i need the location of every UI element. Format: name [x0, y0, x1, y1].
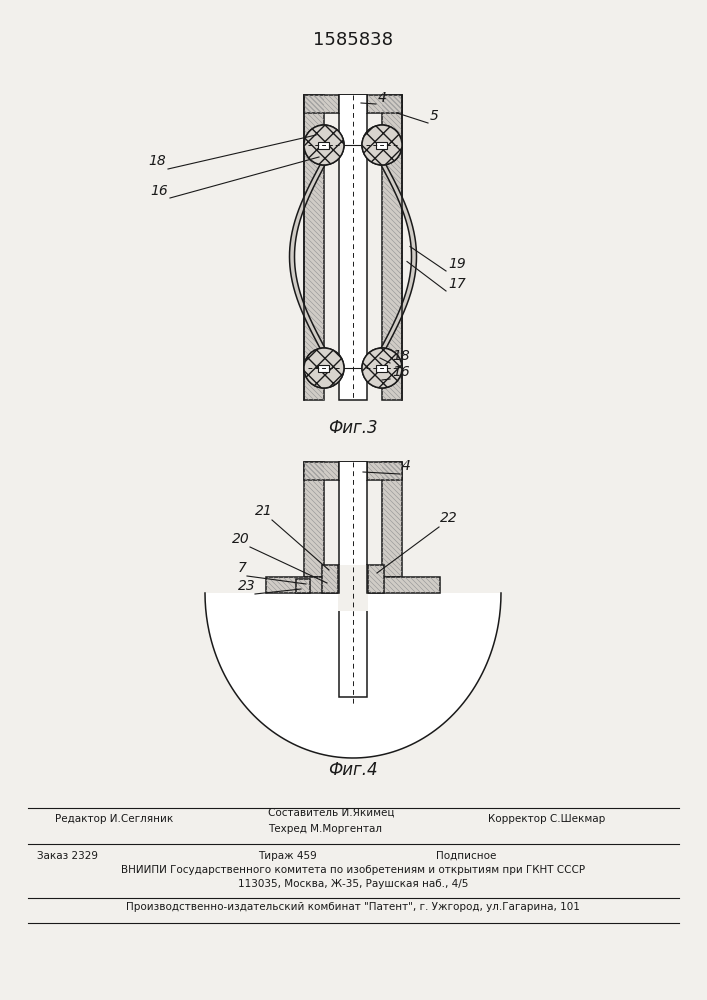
Text: 19: 19: [448, 257, 466, 271]
Bar: [339, 95, 367, 113]
Text: 16: 16: [392, 365, 410, 379]
Text: 1585838: 1585838: [313, 31, 393, 49]
Circle shape: [362, 125, 402, 165]
Text: Фиг.4: Фиг.4: [328, 761, 378, 779]
Circle shape: [362, 348, 402, 388]
Bar: [338, 565, 368, 611]
Text: 23: 23: [238, 579, 256, 593]
Text: Тираж 459: Тираж 459: [258, 851, 317, 861]
Text: Корректор С.Шекмар: Корректор С.Шекмар: [488, 814, 605, 824]
Bar: [304, 95, 324, 400]
Bar: [304, 462, 324, 577]
Text: Производственно-издательский комбинат "Патент", г. Ужгород, ул.Гагарина, 101: Производственно-издательский комбинат "П…: [126, 902, 580, 912]
Circle shape: [304, 125, 344, 165]
Text: 113035, Москва, Ж-35, Раушская наб., 4/5: 113035, Москва, Ж-35, Раушская наб., 4/5: [238, 879, 468, 889]
Bar: [382, 95, 402, 400]
Text: 18: 18: [148, 154, 165, 168]
Bar: [318, 141, 329, 148]
Text: 7: 7: [238, 561, 247, 575]
Bar: [339, 462, 367, 480]
Bar: [304, 95, 402, 113]
Bar: [296, 579, 310, 593]
Text: 21: 21: [255, 504, 273, 518]
Text: Подписное: Подписное: [436, 851, 496, 861]
Bar: [322, 565, 338, 593]
Circle shape: [362, 125, 402, 165]
Text: 22: 22: [440, 511, 457, 525]
Polygon shape: [205, 593, 501, 758]
Bar: [377, 141, 387, 148]
Text: 17: 17: [448, 277, 466, 291]
Bar: [368, 565, 384, 593]
Text: Техред М.Моргентал: Техред М.Моргентал: [268, 824, 382, 834]
Bar: [339, 95, 367, 400]
Bar: [318, 364, 329, 371]
Bar: [339, 462, 367, 697]
Bar: [304, 462, 402, 480]
Text: 18: 18: [392, 349, 410, 363]
Circle shape: [362, 348, 402, 388]
Bar: [266, 577, 338, 593]
Circle shape: [304, 348, 344, 388]
Text: ВНИИПИ Государственного комитета по изобретениям и открытиям при ГКНТ СССР: ВНИИПИ Государственного комитета по изоб…: [121, 865, 585, 875]
Text: 4: 4: [402, 459, 411, 473]
Bar: [368, 577, 440, 593]
Text: 5: 5: [430, 109, 439, 123]
Text: 4: 4: [378, 91, 387, 105]
Text: 20: 20: [232, 532, 250, 546]
Bar: [377, 364, 387, 371]
Circle shape: [304, 348, 344, 388]
Text: Заказ 2329: Заказ 2329: [37, 851, 98, 861]
Circle shape: [304, 125, 344, 165]
Text: Фиг.3: Фиг.3: [328, 419, 378, 437]
Text: Составитель И.Якимец: Составитель И.Якимец: [268, 808, 395, 818]
Bar: [382, 462, 402, 577]
Text: Редактор И.Сегляник: Редактор И.Сегляник: [55, 814, 173, 824]
Text: 16: 16: [150, 184, 168, 198]
